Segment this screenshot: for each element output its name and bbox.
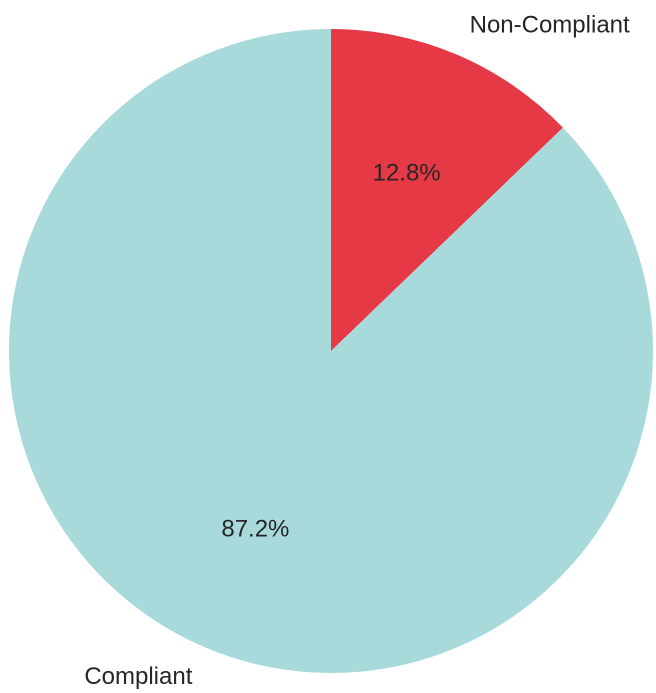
pie-slice-non-compliant bbox=[331, 29, 563, 351]
pie-percent-label: 12.8% bbox=[373, 160, 441, 187]
pie-category-label: Compliant bbox=[84, 663, 192, 690]
pie-percent-label: 87.2% bbox=[221, 515, 289, 542]
pie-slice-compliant bbox=[9, 29, 653, 674]
pie-category-label: Non-Compliant bbox=[470, 12, 630, 39]
